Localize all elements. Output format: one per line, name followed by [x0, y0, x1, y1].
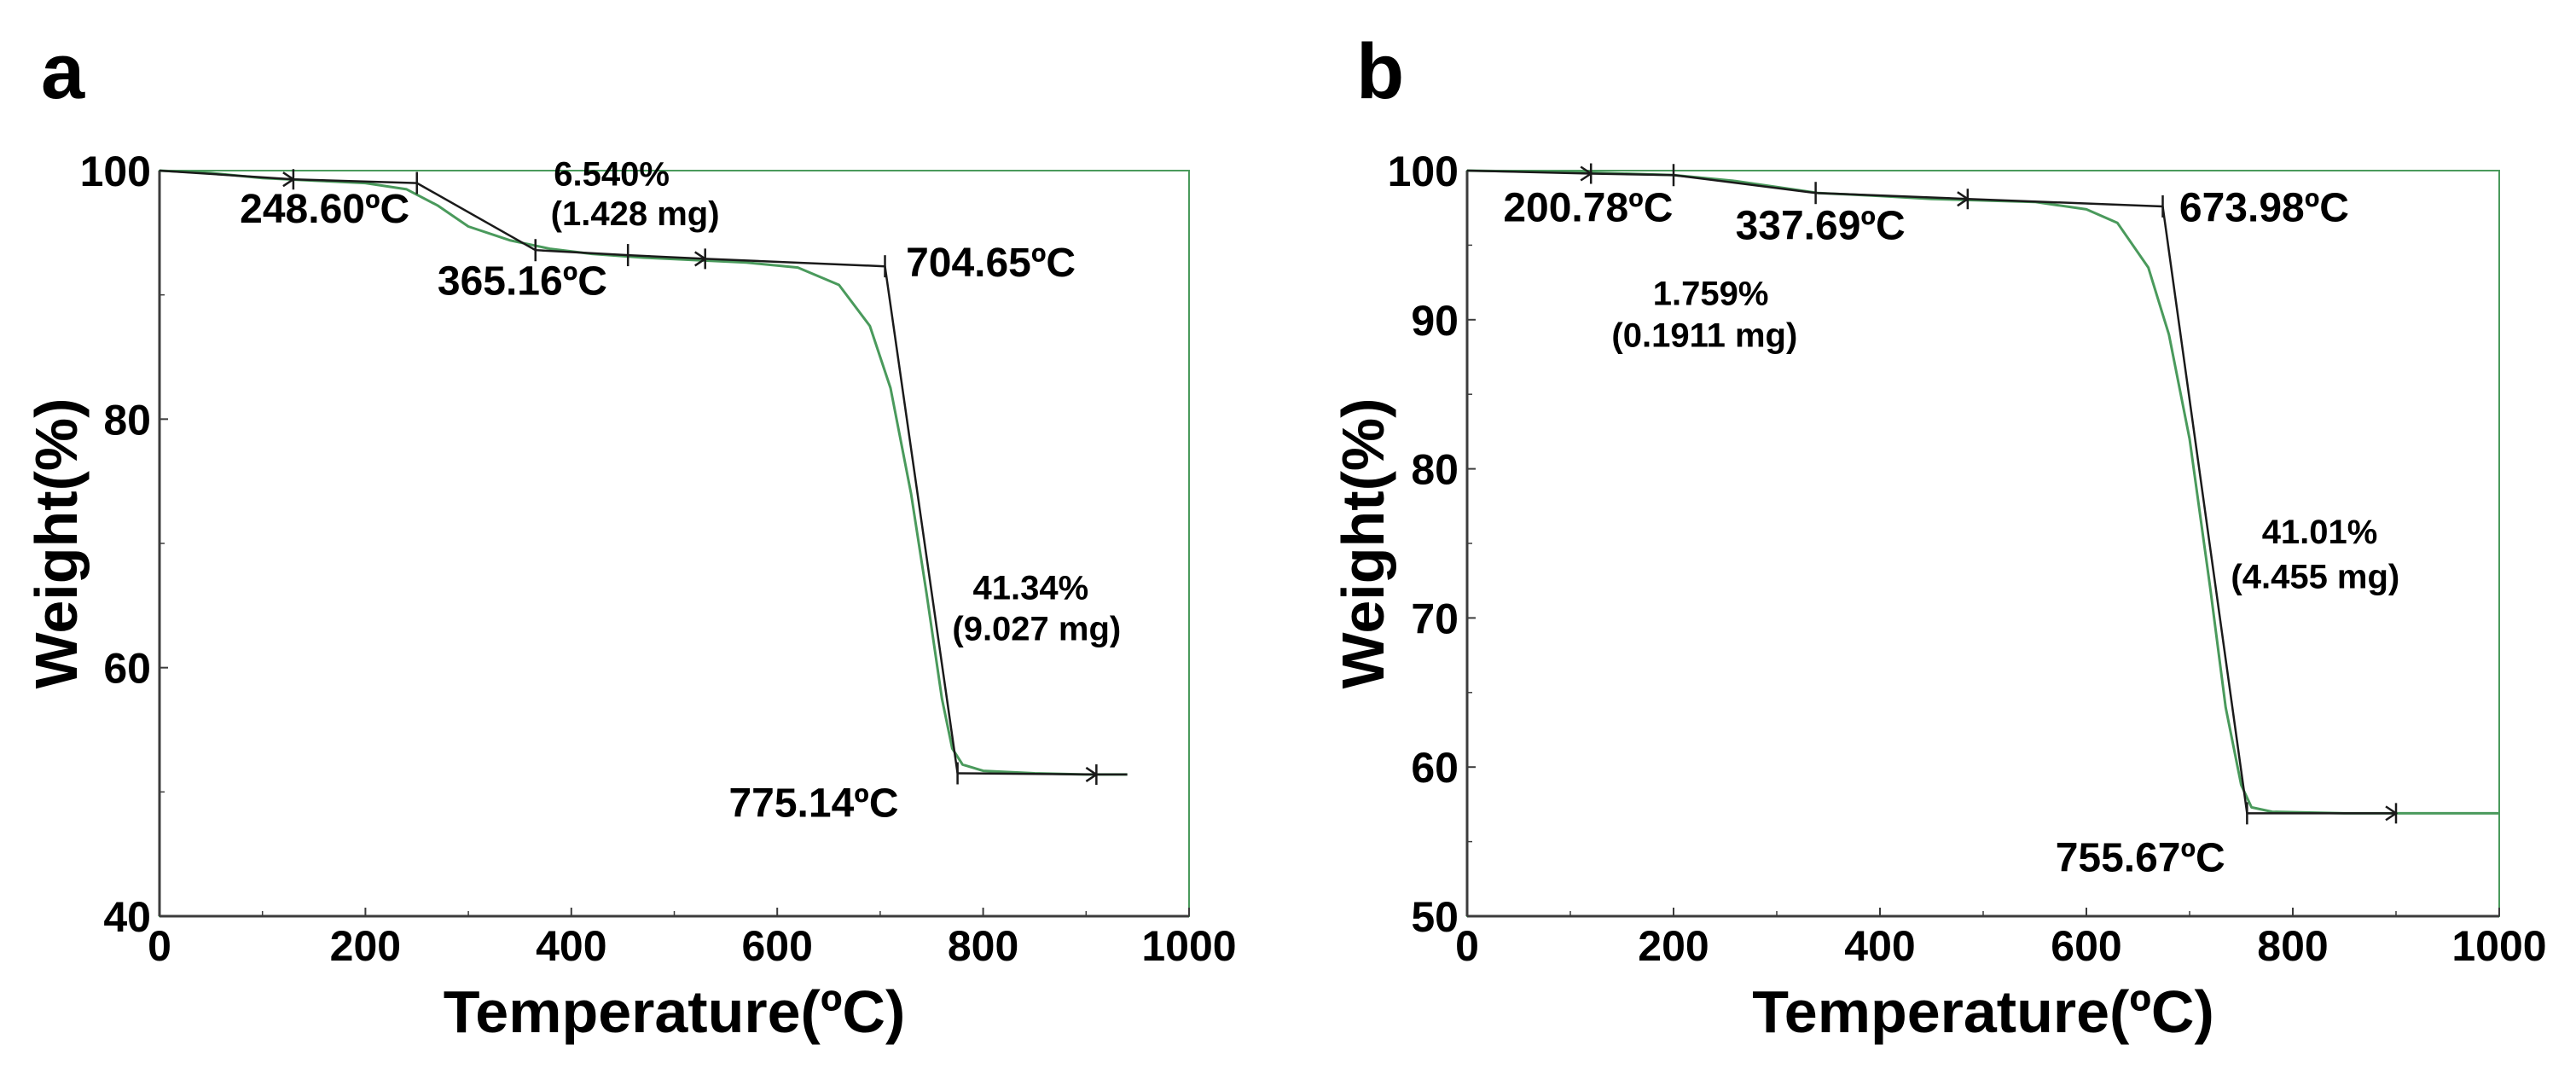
y-tick-label: 80 [1411, 446, 1459, 494]
mass-loss-label: (0.1911 mg) [1611, 316, 1797, 354]
range-arrow-marker [1580, 163, 1593, 184]
onset-temperature-label: 673.98ºC [2179, 185, 2349, 230]
mass-loss-label: 41.34% [973, 570, 1089, 607]
x-tick-label: 200 [330, 922, 401, 970]
tga-curve [159, 169, 1128, 776]
y-tick-label: 90 [1411, 297, 1459, 345]
range-arrow-marker [694, 248, 707, 270]
mass-loss-label: 6.540% [554, 155, 670, 193]
mass-loss-label: 1.759% [1653, 275, 1769, 312]
tangent-line [416, 182, 705, 260]
y-tick-label: 80 [103, 396, 151, 444]
x-tick-label: 800 [2257, 922, 2328, 970]
mass-loss-label: (4.455 mg) [2231, 558, 2399, 595]
chart-panel-a: a 0 200 400 600 800 1000 40 60 80 100 Temperature(º… [23, 28, 1237, 1045]
onset-temperature-label: 248.60ºC [240, 187, 409, 232]
y-tick-label: 60 [1411, 744, 1459, 792]
x-tick-label: 1000 [1141, 922, 1236, 970]
y-tick-label: 100 [80, 148, 151, 195]
mass-loss-label: 41.01% [2262, 514, 2378, 551]
tangent-line [2161, 206, 2248, 814]
onset-temperature-label: 365.16ºC [438, 259, 607, 305]
tangent-line [957, 772, 1128, 776]
onset-temperature-label: 337.69ºC [1736, 203, 1906, 248]
x-tick-label: 0 [1455, 922, 1479, 970]
chart-panel-b: b 0 200 400 600 800 1000 50 60 70 80 90 100 Temperatu… [1330, 28, 2547, 1045]
onset-temperature-label: 775.14ºC [728, 781, 898, 826]
tga-curve [1466, 169, 2499, 815]
panel-label: b [1356, 28, 1404, 115]
y-tick-label: 70 [1411, 595, 1459, 642]
tangent-line [1967, 197, 2163, 208]
range-arrow-marker [2385, 803, 2399, 824]
range-arrow-marker [282, 169, 296, 190]
x-tick-label: 800 [948, 922, 1018, 970]
y-tick-label: 100 [1388, 148, 1459, 195]
onset-temperature-label: 704.65ºC [906, 241, 1076, 286]
y-tick-label: 40 [103, 893, 151, 941]
x-tick-label: 600 [741, 922, 812, 970]
onset-temperature-label: 200.78ºC [1503, 185, 1673, 230]
y-axis-label: Weight(%) [23, 398, 90, 689]
y-axis-label: Weight(%) [1330, 398, 1396, 689]
x-tick-label: 400 [536, 922, 606, 970]
x-axis-label: Temperature(ºC) [1752, 978, 2214, 1045]
tangent-line [884, 266, 959, 774]
onset-temperature-label: 755.67ºC [2056, 836, 2225, 881]
x-tick-label: 400 [1844, 922, 1915, 970]
y-tick-label: 50 [1411, 893, 1459, 941]
x-tick-label: 0 [148, 922, 171, 970]
x-tick-label: 1000 [2451, 922, 2546, 970]
range-arrow-marker [1085, 763, 1099, 785]
range-arrow-marker [1957, 189, 1970, 210]
x-axis-label: Temperature(ºC) [444, 978, 906, 1045]
panel-label: a [41, 28, 85, 115]
x-tick-label: 600 [2051, 922, 2121, 970]
x-tick-label: 200 [1638, 922, 1709, 970]
mass-loss-label: (9.027 mg) [952, 611, 1121, 648]
tangent-line [705, 258, 885, 268]
mass-loss-label: (1.428 mg) [551, 195, 720, 233]
y-tick-label: 60 [103, 645, 151, 693]
